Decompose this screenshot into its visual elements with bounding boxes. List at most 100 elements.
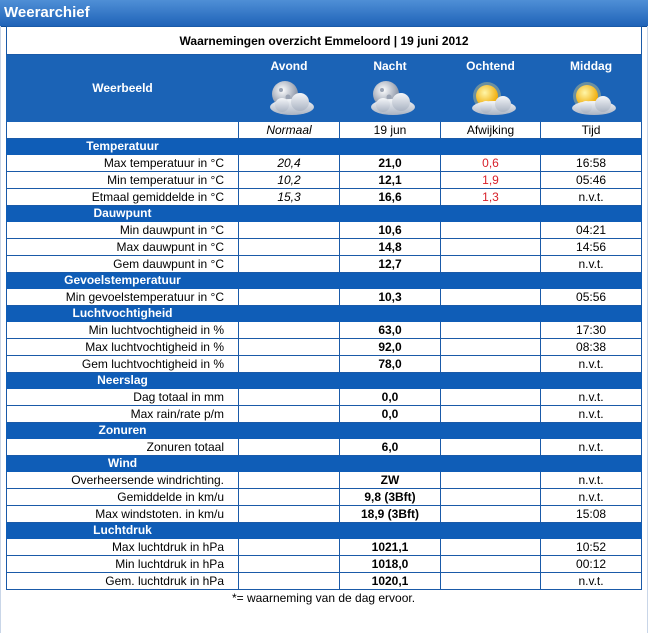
- row-label: Max temperatuur in °C: [6, 154, 239, 172]
- row-normaal: 20,4: [238, 154, 340, 172]
- subheader-normaal: Normaal: [238, 121, 340, 139]
- table-row: Max luchtvochtigheid in % 92,0 08:38: [6, 338, 643, 356]
- moon-cloud-icon: [270, 81, 314, 115]
- table-row: Gem dauwpunt in °C 12,7 n.v.t.: [6, 255, 643, 273]
- row-value: 18,9 (3Bft): [339, 505, 441, 523]
- row-afwijking: [440, 572, 541, 590]
- row-normaal: [238, 255, 340, 273]
- section-header-filler: [440, 205, 541, 222]
- section-header-row: Dauwpunt: [6, 205, 643, 222]
- section-header-filler: [440, 272, 541, 289]
- row-normaal: [238, 321, 340, 339]
- row-tijd: 08:38: [539, 338, 643, 356]
- weather-archive-panel: Waarnemingen overzicht Emmeloord | 19 ju…: [5, 26, 643, 605]
- row-normaal: [238, 388, 340, 406]
- weerbeeld-label: Weerbeeld: [6, 54, 239, 122]
- row-value: 0,0: [339, 405, 441, 423]
- table-row: Min dauwpunt in °C 10,6 04:21: [6, 221, 643, 239]
- window-title: Weerarchief: [0, 0, 648, 27]
- moon-cloud-icon: [371, 81, 415, 115]
- row-normaal: [238, 488, 340, 506]
- section-header-filler: [339, 272, 441, 289]
- row-afwijking: [440, 355, 541, 373]
- table-row: Min luchtdruk in hPa 1018,0 00:12: [6, 555, 643, 573]
- section-header-filler: [539, 372, 643, 389]
- section-header-filler: [440, 422, 541, 439]
- section-title: Dauwpunt: [6, 205, 239, 222]
- row-afwijking: [440, 505, 541, 523]
- period-label: Nacht: [373, 59, 407, 73]
- section-header-filler: [539, 305, 643, 322]
- row-label: Max windstoten. in km/u: [6, 505, 239, 523]
- row-tijd: n.v.t.: [539, 488, 643, 506]
- row-tijd: 15:08: [539, 505, 643, 523]
- section-title: Wind: [6, 455, 239, 472]
- row-normaal: [238, 555, 340, 573]
- row-afwijking: [440, 288, 541, 306]
- section-title: Luchtvochtigheid: [6, 305, 239, 322]
- section-header-row: Zonuren: [6, 422, 643, 439]
- row-afwijking: [440, 255, 541, 273]
- row-value: 21,0: [339, 154, 441, 172]
- section-header-row: Wind: [6, 455, 643, 472]
- table-row: Zonuren totaal 6,0 n.v.t.: [6, 438, 643, 456]
- footnote: *= waarneming van de dag ervoor.: [231, 591, 416, 605]
- period-ochtend: Ochtend: [440, 54, 541, 122]
- row-tijd: n.v.t.: [539, 355, 643, 373]
- table-row: Max temperatuur in °C 20,4 21,0 0,6 16:58: [6, 154, 643, 172]
- row-value: 12,1: [339, 171, 441, 189]
- period-middag: Middag: [539, 54, 643, 122]
- row-afwijking: 0,6: [440, 154, 541, 172]
- sun-cloud-icon: [572, 82, 617, 115]
- row-tijd: 05:46: [539, 171, 643, 189]
- section-header-filler: [440, 305, 541, 322]
- section-header-row: Temperatuur: [6, 138, 643, 155]
- row-tijd: n.v.t.: [539, 188, 643, 206]
- section-header-filler: [339, 305, 441, 322]
- row-tijd: n.v.t.: [539, 471, 643, 489]
- row-normaal: [238, 221, 340, 239]
- section-header-filler: [238, 138, 340, 155]
- row-value: 12,7: [339, 255, 441, 273]
- section-header-filler: [238, 522, 340, 539]
- row-value: 14,8: [339, 238, 441, 256]
- row-value: 10,6: [339, 221, 441, 239]
- row-afwijking: 1,9: [440, 171, 541, 189]
- row-tijd: 04:21: [539, 221, 643, 239]
- row-value: 16,6: [339, 188, 441, 206]
- row-afwijking: [440, 538, 541, 556]
- row-normaal: [238, 338, 340, 356]
- row-normaal: 15,3: [238, 188, 340, 206]
- row-tijd: n.v.t.: [539, 388, 643, 406]
- row-label: Min temperatuur in °C: [6, 171, 239, 189]
- row-value: 92,0: [339, 338, 441, 356]
- row-afwijking: [440, 488, 541, 506]
- row-normaal: [238, 471, 340, 489]
- row-normaal: [238, 405, 340, 423]
- row-label: Overheersende windrichting.: [6, 471, 239, 489]
- table-row: Min temperatuur in °C 10,2 12,1 1,9 05:46: [6, 171, 643, 189]
- row-value: 10,3: [339, 288, 441, 306]
- table-row: Max dauwpunt in °C 14,8 14:56: [6, 238, 643, 256]
- table-row: Etmaal gemiddelde in °C 15,3 16,6 1,3 n.v.t.: [6, 188, 643, 206]
- row-value: 1021,1: [339, 538, 441, 556]
- row-label: Gemiddelde in km/u: [6, 488, 239, 506]
- row-normaal: [238, 438, 340, 456]
- section-header-filler: [339, 372, 441, 389]
- sun-cloud-icon: [471, 82, 516, 115]
- table-row: Max rain/rate p/m 0,0 n.v.t.: [6, 405, 643, 423]
- row-tijd: n.v.t.: [539, 572, 643, 590]
- row-afwijking: [440, 471, 541, 489]
- row-label: Max luchtvochtigheid in %: [6, 338, 239, 356]
- section-header-filler: [339, 522, 441, 539]
- row-tijd: 14:56: [539, 238, 643, 256]
- row-afwijking: [440, 388, 541, 406]
- observations-table: Waarnemingen overzicht Emmeloord | 19 ju…: [5, 26, 643, 590]
- section-header-row: Luchtdruk: [6, 522, 643, 539]
- row-afwijking: [440, 338, 541, 356]
- section-header-filler: [238, 455, 340, 472]
- row-afwijking: 1,3: [440, 188, 541, 206]
- row-value: ZW: [339, 471, 441, 489]
- section-header-filler: [440, 138, 541, 155]
- row-value: 63,0: [339, 321, 441, 339]
